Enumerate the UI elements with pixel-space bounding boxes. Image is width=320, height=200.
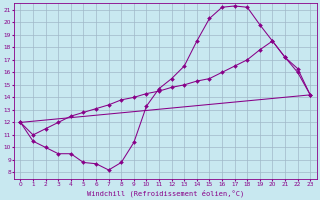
X-axis label: Windchill (Refroidissement éolien,°C): Windchill (Refroidissement éolien,°C) bbox=[87, 189, 244, 197]
